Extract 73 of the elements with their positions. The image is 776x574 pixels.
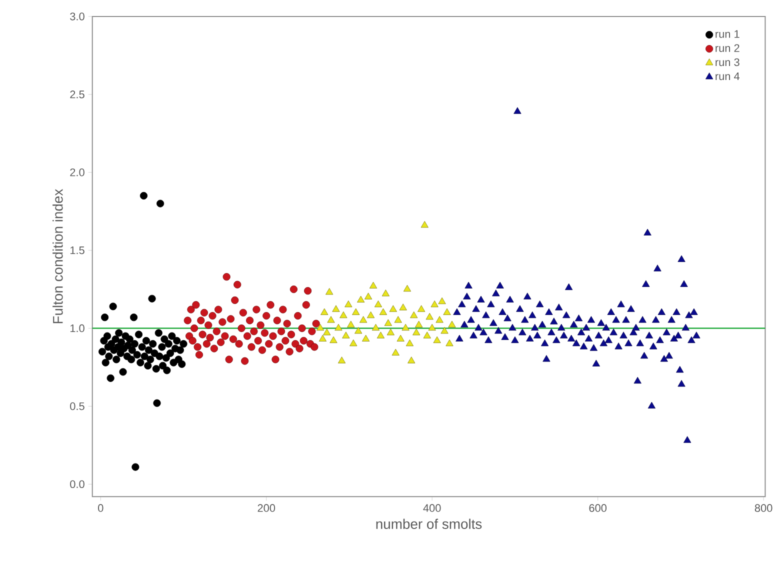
point	[446, 339, 454, 346]
point	[318, 334, 327, 342]
point	[415, 320, 423, 328]
point	[376, 332, 385, 338]
point	[379, 308, 388, 315]
point	[357, 296, 365, 302]
point	[423, 332, 431, 338]
point	[340, 311, 348, 318]
x-tick-label: 400	[423, 504, 441, 512]
point	[360, 316, 368, 323]
point	[392, 348, 400, 356]
point	[326, 288, 334, 295]
legend-label: run 3	[716, 58, 740, 66]
point	[420, 220, 428, 228]
point	[438, 297, 446, 304]
legend-label: run 1	[716, 30, 740, 38]
point	[344, 300, 352, 308]
legend-label: run 4	[716, 72, 740, 80]
point	[334, 324, 342, 331]
point	[382, 290, 390, 296]
point	[323, 328, 331, 336]
point	[364, 292, 372, 300]
y-tick-label: 1.5	[70, 246, 84, 254]
point	[327, 316, 335, 323]
point	[426, 312, 434, 320]
point	[402, 324, 410, 331]
point	[443, 308, 451, 315]
y-tick-label: 2.0	[70, 168, 84, 176]
point	[430, 300, 438, 308]
point	[320, 308, 328, 315]
point	[316, 324, 324, 331]
legend-label: run 2	[716, 44, 740, 52]
point	[394, 316, 402, 323]
point	[386, 328, 394, 336]
point	[350, 339, 358, 346]
point	[406, 339, 414, 346]
point	[448, 320, 456, 328]
point	[433, 336, 441, 344]
point	[384, 319, 392, 326]
y-tick-label: 2.5	[70, 90, 84, 98]
point	[369, 282, 378, 288]
point	[440, 327, 448, 334]
point	[332, 305, 340, 312]
x-tick-label: 800	[754, 504, 772, 512]
point	[362, 334, 370, 342]
point	[428, 324, 436, 331]
point	[374, 300, 382, 308]
point	[338, 356, 346, 364]
y-axis-title: Fulton condition index	[52, 189, 63, 324]
point	[352, 308, 360, 315]
x-tick-label: 200	[258, 504, 276, 512]
point	[436, 316, 444, 323]
point	[366, 311, 375, 318]
point	[410, 311, 418, 318]
x-axis-title: number of smolts	[376, 518, 482, 529]
point	[354, 327, 362, 334]
point	[408, 356, 416, 364]
y-tick-label: 3.0	[70, 12, 84, 20]
y-tick-label: 0.5	[70, 402, 84, 410]
point	[412, 328, 420, 336]
y-tick-label: 1.0	[70, 324, 84, 332]
point	[389, 305, 397, 312]
point	[330, 336, 338, 344]
point	[418, 305, 426, 312]
y-tick-label: 0.0	[70, 480, 84, 488]
point	[399, 304, 407, 310]
x-tick-label: 600	[589, 504, 607, 512]
point	[347, 320, 355, 328]
point	[372, 324, 380, 331]
point	[342, 332, 350, 338]
x-tick-label: 0	[98, 504, 104, 512]
point	[403, 284, 412, 292]
point	[396, 334, 404, 342]
